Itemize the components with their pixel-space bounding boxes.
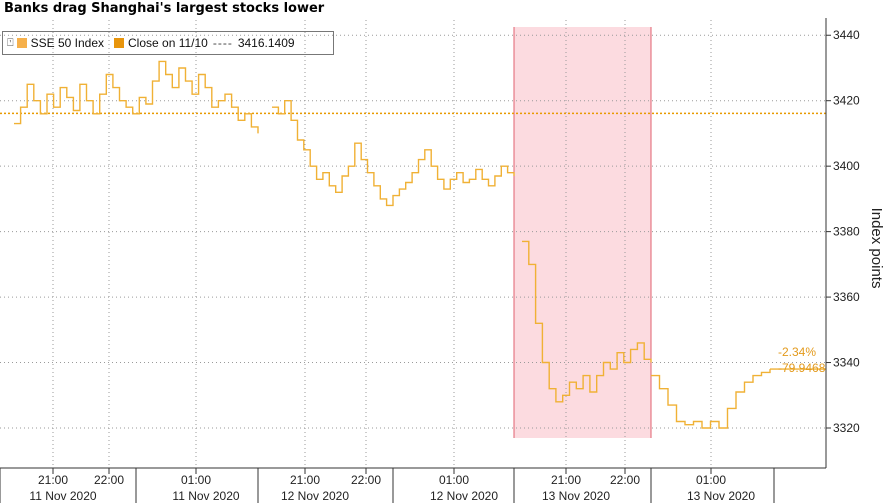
legend-series-label: SSE 50 Index: [30, 36, 104, 50]
sse50-series-segment: [651, 369, 771, 429]
y-tick-label: 3440: [833, 28, 860, 42]
x-tick-time-label: 22:00: [351, 473, 381, 487]
chart-legend: ⍞ SSE 50 Index Close on 11/10 ---- 3416.…: [2, 31, 334, 55]
legend-pin-icon[interactable]: ⍞: [7, 36, 14, 49]
shaded-region: [514, 27, 651, 438]
y-axis-label: Index points: [868, 208, 885, 289]
x-tick-date-label: 12 Nov 2020: [430, 489, 498, 503]
y-tick-label: 3320: [833, 421, 860, 435]
x-tick-time-label: 22:00: [94, 473, 124, 487]
abs-change-annotation: -79.9468: [778, 361, 826, 375]
x-tick-date-label: 13 Nov 2020: [542, 489, 610, 503]
y-axis-ticks: 3320 3340 3360 3380 3400 3420 3440: [826, 28, 860, 435]
sse50-series-segment: [272, 100, 515, 207]
legend-close-label: Close on 11/10: [128, 36, 208, 50]
pct-change-annotation: -2.34%: [778, 345, 816, 359]
legend-close-value: 3416.1409: [237, 36, 295, 50]
y-tick-label: 3380: [833, 225, 860, 239]
y-tick-label: 3420: [833, 94, 860, 108]
x-tick-date-label: 13 Nov 2020: [687, 489, 755, 503]
y-tick-label: 3400: [833, 159, 860, 173]
chart-title: Banks drag Shanghai's largest stocks low…: [4, 1, 325, 16]
legend-swatch-series: [16, 38, 27, 48]
x-tick-date-label: 11 Nov 2020: [29, 489, 96, 503]
sse50-series-segment: [14, 60, 259, 134]
x-tick-time-label: 01:00: [696, 473, 726, 487]
y-tick-label: 3340: [833, 356, 860, 370]
legend-item-close: Close on 11/10 ---- 3416.1409: [114, 36, 295, 50]
grid-layer: [0, 20, 826, 468]
x-tick-time-label: 01:00: [181, 473, 211, 487]
x-tick-time-label: 01:00: [439, 473, 469, 487]
sse50-series-segment: [522, 240, 652, 403]
x-tick-time-label: 22:00: [610, 473, 640, 487]
x-tick-date-label: 11 Nov 2020: [172, 489, 239, 503]
legend-swatch-close: [114, 38, 124, 48]
x-tick-time-label: 21:00: [38, 473, 68, 487]
x-tick-date-label: 12 Nov 2020: [281, 489, 349, 503]
x-tick-time-label: 21:00: [551, 473, 581, 487]
y-tick-label: 3360: [833, 290, 860, 304]
legend-dash-separator: ----: [212, 36, 233, 50]
series-layer: [0, 60, 826, 429]
x-axis-ticks: 21:00 11 Nov 2020 22:00 01:00 11 Nov 2020 21:…: [0, 468, 775, 503]
x-tick-time-label: 21:00: [290, 473, 320, 487]
legend-item-series: SSE 50 Index: [16, 36, 104, 50]
